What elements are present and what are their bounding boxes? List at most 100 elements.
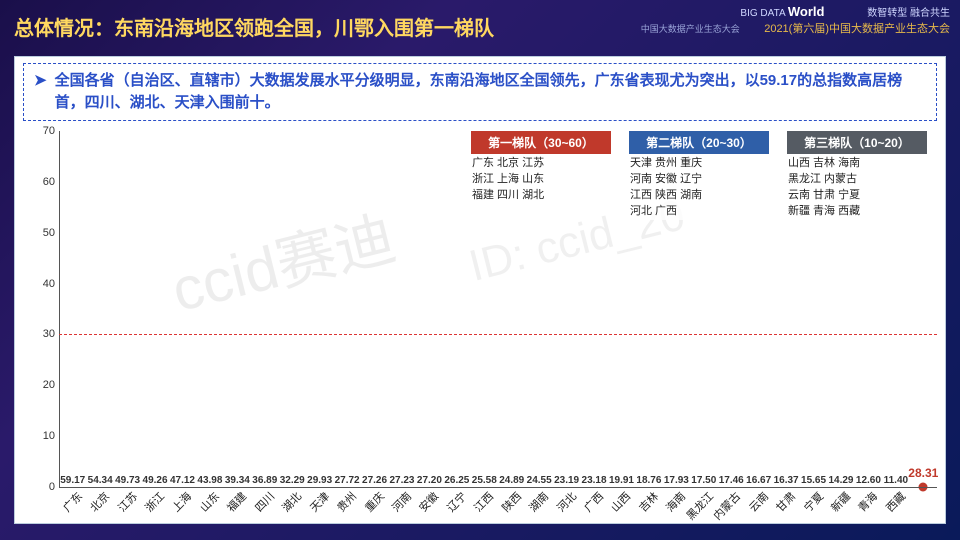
bar: 16.37甘肃: [772, 475, 799, 487]
brand-sub: 中国大数据产业生态大会: [641, 24, 740, 34]
bar: 16.67云南: [745, 475, 772, 487]
bar-label: 湖北: [278, 488, 305, 515]
bar-value: 43.98: [197, 475, 222, 486]
bar: 19.91山西: [608, 475, 635, 487]
bar: 36.89四川: [251, 475, 278, 487]
bar: 49.26浙江: [141, 475, 168, 487]
bar: 24.55湖南: [525, 475, 552, 487]
bar-value: 49.26: [143, 475, 168, 486]
description-box: ➤ 全国各省（自治区、直辖市）大数据发展水平分级明显，东南沿海地区全国领先，广东…: [23, 63, 937, 121]
bar-label: 贵州: [333, 488, 360, 515]
slogan: 数智转型 融合共生: [867, 8, 950, 19]
bar-label: 内蒙古: [710, 488, 744, 523]
y-tick-label: 70: [35, 125, 55, 137]
bar: 59.17广东: [59, 475, 86, 487]
bar-label: 江苏: [114, 488, 141, 515]
bar-label: 天津: [306, 488, 333, 515]
bar-value: 16.37: [774, 475, 799, 486]
bar-value: 47.12: [170, 475, 195, 486]
bar-value: 19.91: [609, 475, 634, 486]
x-axis-line: [59, 487, 937, 488]
tier-legend-header: 第二梯队（20~30）: [629, 131, 769, 154]
bar: 27.26重庆: [361, 475, 388, 487]
content-panel: ➤ 全国各省（自治区、直辖市）大数据发展水平分级明显，东南沿海地区全国领先，广东…: [14, 56, 946, 524]
y-tick-label: 30: [35, 328, 55, 340]
chart-area: ccid赛迪 ID: ccid_20 第一梯队（30~60）广东 北京 江苏浙江…: [33, 131, 937, 517]
y-tick-label: 10: [35, 430, 55, 442]
bar-label: 陕西: [498, 488, 525, 515]
y-tick-label: 40: [35, 278, 55, 290]
bar-label: 福建: [223, 488, 250, 515]
bar-value: 23.18: [582, 475, 607, 486]
tier-legend-header: 第三梯队（10~20）: [787, 131, 927, 154]
bar-label: 江西: [470, 488, 497, 515]
avg-point-label: 28.31: [908, 466, 938, 480]
bar: 24.89陕西: [498, 475, 525, 487]
bar-value: 25.58: [472, 475, 497, 486]
bar-label: 新疆: [827, 488, 854, 515]
bar-value: 16.67: [746, 475, 771, 486]
bar-value: 14.29: [828, 475, 853, 486]
brand-main: World: [788, 4, 825, 19]
bar-label: 西藏: [882, 488, 909, 515]
bar: 49.73江苏: [114, 475, 141, 487]
bar: 11.40西藏: [882, 475, 909, 487]
bar: 27.20安徽: [416, 475, 443, 487]
bar-value: 36.89: [252, 475, 277, 486]
bar: 17.93海南: [663, 475, 690, 487]
bar-label: 安徽: [416, 488, 443, 515]
bar: 15.65宁夏: [800, 475, 827, 487]
bar-value: 17.50: [691, 475, 716, 486]
bar-label: 辽宁: [443, 488, 470, 515]
bar-value: 32.29: [280, 475, 305, 486]
bar-value: 12.60: [856, 475, 881, 486]
header: 总体情况：东南沿海地区领跑全国，川鄂入围第一梯队 BIG DATA World …: [0, 0, 960, 52]
tier-legend: 第一梯队（30~60）广东 北京 江苏浙江 上海 山东福建 四川 湖北第二梯队（…: [471, 131, 927, 220]
brand-prefix: BIG DATA: [740, 8, 787, 19]
bar-label: 山东: [196, 488, 223, 515]
bar-label: 宁夏: [800, 488, 827, 515]
bar-value: 29.93: [307, 475, 332, 486]
bar-value: 17.93: [664, 475, 689, 486]
bar: 32.29湖北: [279, 475, 306, 487]
y-tick-label: 0: [35, 481, 55, 493]
bar: 25.58江西: [471, 475, 498, 487]
bullet-arrow-icon: ➤: [34, 70, 47, 114]
event-name: 2021(第六届)中国大数据产业生态大会: [764, 23, 950, 35]
bar-value: 59.17: [60, 475, 85, 486]
bar: 43.98山东: [196, 475, 223, 487]
bar-value: 27.20: [417, 475, 442, 486]
bar-label: 河北: [553, 488, 580, 515]
bar: 54.34北京: [86, 475, 113, 487]
description-text: 全国各省（自治区、直辖市）大数据发展水平分级明显，东南沿海地区全国领先，广东省表…: [55, 70, 926, 114]
bar-value: 24.55: [527, 475, 552, 486]
tier-legend-body: 广东 北京 江苏浙江 上海 山东福建 四川 湖北: [471, 154, 611, 204]
bar-label: 山西: [608, 488, 635, 515]
bar: 27.23河南: [388, 475, 415, 487]
bar-value: 27.26: [362, 475, 387, 486]
bar-value: 11.40: [884, 475, 908, 486]
bar-label: 黑龙江: [682, 488, 716, 523]
bar-value: 15.65: [801, 475, 826, 486]
bar-label: 重庆: [361, 488, 388, 515]
bar-label: 河南: [388, 488, 415, 515]
bar: 17.50黑龙江: [690, 475, 717, 487]
tier-legend-header: 第一梯队（30~60）: [471, 131, 611, 154]
tier-legend-body: 山西 吉林 海南黑龙江 内蒙古云南 甘肃 宁夏新疆 青海 西藏: [787, 154, 927, 220]
bar-value: 27.23: [389, 475, 414, 486]
bar: 17.46内蒙古: [718, 475, 745, 487]
tier-legend-item: 第二梯队（20~30）天津 贵州 重庆河南 安徽 辽宁江西 陕西 湖南河北 广西: [629, 131, 769, 220]
bar: 12.60青海: [855, 475, 882, 487]
bar-label: 上海: [169, 488, 196, 515]
header-branding: BIG DATA World 数智转型 融合共生 中国大数据产业生态大会 202…: [641, 4, 950, 37]
bar-label: 云南: [745, 488, 772, 515]
bar: 47.12上海: [169, 475, 196, 487]
bar-value: 18.76: [636, 475, 661, 486]
y-tick-label: 50: [35, 227, 55, 239]
tier-legend-item: 第一梯队（30~60）广东 北京 江苏浙江 上海 山东福建 四川 湖北: [471, 131, 611, 220]
bar-label: 北京: [86, 488, 113, 515]
bar-label: 广西: [580, 488, 607, 515]
tier-legend-body: 天津 贵州 重庆河南 安徽 辽宁江西 陕西 湖南河北 广西: [629, 154, 769, 220]
bar-label: 湖南: [525, 488, 552, 515]
bar: 26.25辽宁: [443, 475, 470, 487]
